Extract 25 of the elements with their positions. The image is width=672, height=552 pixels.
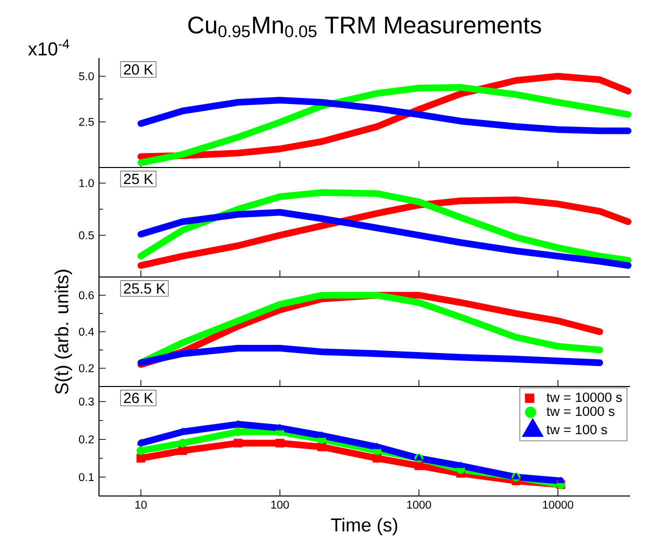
text: x10$^{-4}$ <box>28 39 70 56</box>
y-tick-label: 1.0 <box>79 179 94 188</box>
y-tick-label: 5.0 <box>79 72 94 80</box>
legend-label: tw = 1000 s <box>546 406 614 416</box>
y-tick-label: 2.5 <box>79 118 94 126</box>
x-tick-label: 100 <box>271 500 289 509</box>
annotation: 26 K <box>124 392 154 404</box>
chart-title: Cu$_{0.95}$Mn$_{0.05}$ TRM Measurements <box>188 16 541 38</box>
annotation: 25 K <box>124 174 154 184</box>
legend-label: tw = 10000 s <box>546 392 622 402</box>
x-tick-label: 10 <box>135 500 147 509</box>
x-axis-title: Time (s) <box>331 518 398 536</box>
legend-label: tw = 100 s <box>546 424 608 434</box>
y-tick-label: 0.4 <box>78 328 94 336</box>
x-tick-label: 1000 <box>407 500 432 509</box>
annotation: 20 K <box>124 64 154 75</box>
y-tick-label: 0.5 <box>78 231 94 240</box>
y-tick-label: 0.2 <box>78 364 94 372</box>
y-tick-label: 0.1 <box>78 473 94 482</box>
y-tick-label: 0.2 <box>78 435 94 444</box>
y-tick-label: 0.6 <box>78 291 94 300</box>
y-tick-label: 0.3 <box>78 398 94 406</box>
annotation: 25.5 K <box>124 283 166 294</box>
x-tick-label: 10000 <box>543 500 574 509</box>
y-axis-title: S(t) (arb. units) <box>54 270 72 394</box>
